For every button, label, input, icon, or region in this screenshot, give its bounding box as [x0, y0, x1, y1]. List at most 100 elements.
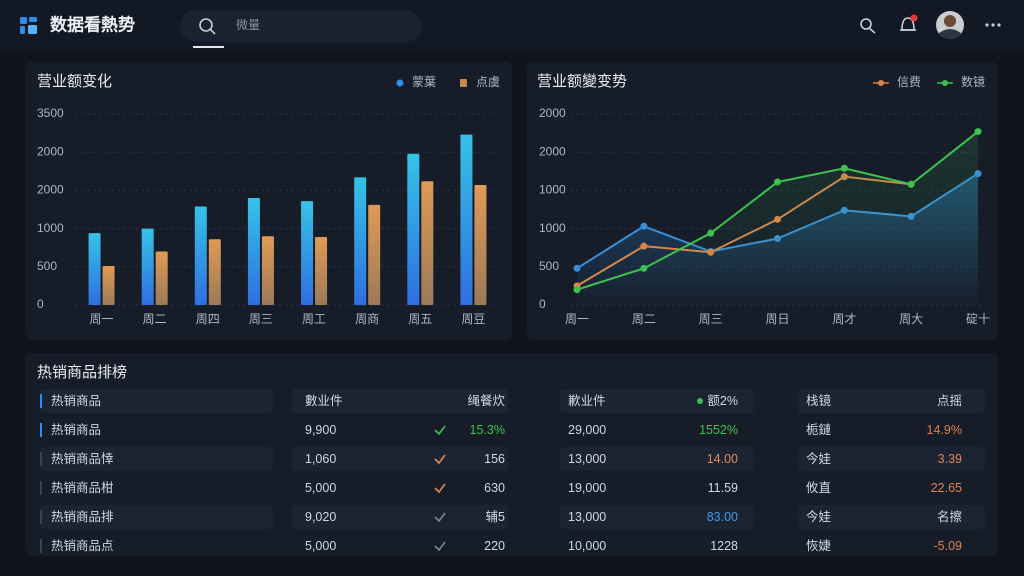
x-tick-label: 周才: [832, 312, 856, 326]
bar: [247, 198, 260, 305]
bar: [141, 228, 154, 305]
table-cell: 29,000: [568, 423, 607, 437]
column-header: 數业件: [305, 394, 343, 408]
bar: [301, 201, 314, 305]
row-background: [798, 505, 985, 529]
top-bar: 数据看熱势 微量: [0, 0, 1024, 50]
y-tick-label: 1000: [539, 183, 566, 197]
check-icon: [433, 480, 447, 496]
x-tick-label: 周三: [249, 312, 273, 326]
check: [434, 483, 446, 494]
point: [907, 180, 915, 188]
bar: [354, 177, 367, 305]
search-box[interactable]: [180, 10, 422, 42]
check: [434, 512, 446, 523]
table-cell: 攸直: [806, 481, 832, 495]
x-tick-label: 周三: [699, 312, 723, 326]
more-icon[interactable]: [985, 23, 1001, 27]
legend-label: 点虞: [476, 75, 500, 89]
point: [707, 229, 715, 237]
row-marker: [40, 510, 42, 524]
point: [840, 164, 848, 172]
bar: [474, 185, 487, 305]
bar: [368, 204, 381, 305]
legend-label: 信费: [897, 75, 921, 89]
row-background: [292, 447, 508, 471]
table-cell: 1228: [710, 539, 738, 553]
point: [573, 264, 581, 272]
column-header: 热销商品: [51, 394, 102, 408]
row-background: [292, 505, 508, 529]
x-tick-label: 周商: [355, 311, 379, 326]
column-header: 绳餐炊: [467, 394, 505, 408]
table-cell: 今娃: [806, 452, 832, 466]
row-background: [40, 389, 273, 413]
row-background: [40, 447, 273, 471]
x-tick-label: 周一: [565, 312, 589, 326]
point: [640, 264, 648, 272]
y-tick-label: 2000: [539, 144, 566, 158]
x-tick-label: 碇十: [966, 312, 990, 326]
table-cell: 9,900: [305, 423, 337, 437]
y-tick-label: 2000: [539, 106, 566, 120]
row-marker: [40, 481, 42, 495]
bar: [315, 237, 328, 305]
bell-icon[interactable]: [900, 14, 918, 31]
legend-swatch-dot: [877, 80, 884, 86]
avatar[interactable]: [936, 11, 964, 39]
table-cell: 恢婕: [806, 539, 832, 553]
x-tick-label: 周豆: [461, 312, 485, 326]
column-header: 栈镜: [806, 394, 832, 408]
x-tick-label: 周大: [899, 312, 923, 326]
status-dot: [697, 398, 703, 404]
check-icon: [433, 422, 447, 438]
table-panel: 热销商品排榜 热销商品 數业件 绳餐炊 歉业件 额2% 栈镜 点摇 热销商品 9,900 15.3%…: [25, 353, 998, 556]
y-tick-label: 1000: [539, 221, 566, 235]
bar: [460, 134, 473, 305]
table-cell: 今娃: [806, 510, 832, 524]
point: [573, 286, 581, 294]
bar: [208, 239, 221, 305]
y-tick-label: 2000: [37, 144, 64, 158]
legend-swatch-dot: [941, 80, 948, 86]
bar: [261, 236, 274, 305]
table-cell: 名擦: [936, 510, 962, 524]
x-tick-label: 周工: [302, 312, 326, 326]
row-background: [292, 389, 508, 413]
y-tick-label: 1000: [37, 221, 64, 235]
legend-label: 数镜: [961, 74, 985, 89]
tool-icon[interactable]: [860, 18, 876, 34]
logo: [20, 17, 37, 34]
table-cell: 热销商品点: [51, 539, 114, 553]
y-tick-label: 3500: [37, 106, 64, 120]
check-icon: [433, 451, 447, 467]
table-cell: 156: [484, 452, 505, 466]
table-cell: 热销商品柑: [51, 481, 114, 495]
table-cell: 栀鏈: [806, 423, 832, 437]
check: [434, 541, 446, 552]
search-icon-handle: [209, 28, 216, 35]
row-marker: [40, 539, 42, 553]
x-tick-label: 周日: [765, 312, 789, 326]
search-icon: [199, 18, 213, 32]
legend-swatch: [459, 79, 467, 87]
bar: [102, 266, 115, 305]
row-marker: [40, 452, 42, 466]
row-marker: [40, 423, 42, 437]
table-cell: 5,000: [305, 539, 337, 553]
table-cell: 13,000: [568, 452, 607, 466]
point: [640, 222, 648, 230]
top-bar-graphics: 数据看熱势 微量: [20, 10, 1001, 48]
legend-label: 蒙葉: [412, 75, 436, 89]
table-cell: 10,000: [568, 539, 607, 553]
row-marker: [40, 394, 42, 408]
chart-title: 营业额变化: [37, 73, 112, 90]
y-tick-label: 0: [37, 297, 44, 311]
table-cell: 热销商品排: [51, 510, 114, 524]
table-cell: 热销商品: [51, 423, 102, 437]
table-cell: 220: [484, 539, 505, 553]
bar: [421, 181, 434, 305]
x-tick-label: 周二: [632, 312, 656, 326]
table-cell: 15.3%: [469, 423, 505, 437]
table-cell: 9,020: [305, 510, 337, 524]
